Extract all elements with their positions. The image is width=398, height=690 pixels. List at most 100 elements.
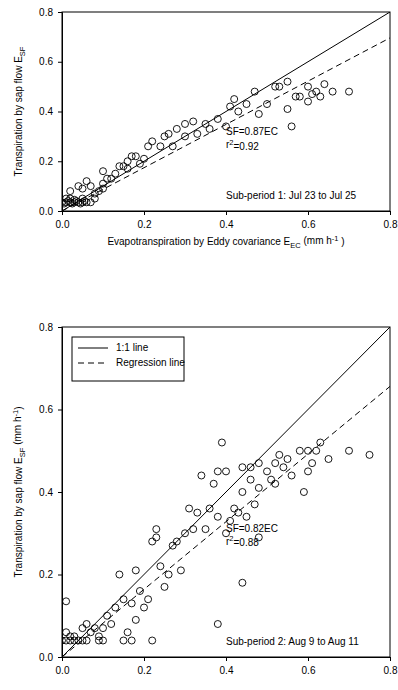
point (153, 534, 160, 541)
point (124, 158, 131, 165)
text-part: EC (290, 241, 301, 250)
x-tick-label: 0.2 (138, 665, 152, 676)
point (325, 456, 332, 463)
y-tick-label: 0.8 (39, 322, 53, 333)
x-tick-label: 0.6 (302, 665, 316, 676)
point (83, 621, 90, 628)
point (206, 125, 213, 132)
y-tick-label: 0.6 (39, 404, 53, 415)
x-tick-label: 0.0 (56, 219, 70, 230)
point (218, 439, 225, 446)
point (132, 567, 139, 574)
y-tick: 0.8 (39, 7, 62, 18)
point (95, 633, 102, 640)
point (214, 513, 221, 520)
point (128, 600, 135, 607)
x-tick-label: 0.4 (220, 665, 234, 676)
text-part: =0.92 (234, 141, 260, 152)
y-tick-mark (58, 492, 62, 493)
marks (62, 12, 390, 211)
point (63, 195, 70, 202)
plot-frame (62, 12, 390, 211)
point (128, 637, 135, 644)
x-tick: 0.0 (56, 657, 70, 676)
text-part: =0.88 (234, 537, 260, 548)
point (305, 447, 312, 454)
point (116, 571, 123, 578)
point (284, 456, 291, 463)
panel: 0.00.20.40.60.80.00.20.40.60.8Transpirat… (11, 322, 398, 676)
point (296, 93, 303, 100)
y-tick: 0.0 (39, 652, 62, 663)
point (313, 88, 320, 95)
text-part: ) (13, 407, 24, 410)
text-part: Transpiration by sap flow E (13, 56, 24, 177)
text-part: Sub-period 1: Jul 23 to Jul 25 (226, 190, 357, 201)
regression-line (62, 38, 390, 211)
y-tick-label: 0.4 (39, 106, 53, 117)
point (255, 460, 262, 467)
annotation: SF=0.82EC (226, 523, 278, 534)
y-tick: 0.6 (39, 56, 62, 67)
point (255, 484, 262, 491)
text-part: SF (18, 46, 27, 56)
point (198, 472, 205, 479)
point (87, 199, 94, 206)
point (63, 637, 70, 644)
x-tick-label: 0.4 (220, 219, 234, 230)
point (87, 183, 94, 190)
point (202, 526, 209, 533)
point (276, 451, 283, 458)
point (272, 83, 279, 90)
x-tick: 0.8 (384, 211, 398, 230)
y-tick-label: 0.6 (39, 56, 53, 67)
x-tick: 0.0 (56, 211, 70, 230)
point (317, 439, 324, 446)
point (161, 133, 168, 140)
y-tick: 0.6 (39, 404, 62, 415)
annotation: Sub-period 1: Jul 23 to Jul 25 (226, 190, 357, 201)
x-tick: 0.2 (138, 657, 152, 676)
point (231, 96, 238, 103)
x-axis-line (63, 212, 391, 216)
text-part: Sub-period 2: Aug 9 to Aug 11 (226, 636, 359, 647)
point (100, 637, 107, 644)
point (157, 143, 164, 150)
text-part: SF=0.82EC (226, 523, 278, 534)
x-tick-mark (226, 211, 227, 215)
point (190, 526, 197, 533)
x-tick-mark (390, 211, 391, 215)
point (300, 489, 307, 496)
text-part: SF=0.87EC (226, 126, 278, 137)
point (79, 637, 86, 644)
point (132, 616, 139, 623)
y-tick-label: 0.0 (39, 206, 53, 217)
y-tick: 0.8 (39, 322, 62, 333)
point (239, 489, 246, 496)
x-tick-label: 0.8 (384, 665, 398, 676)
y-tick-mark (58, 112, 62, 113)
point (141, 604, 148, 611)
point (223, 468, 230, 475)
x-tick-label: 0.0 (56, 665, 70, 676)
point (63, 629, 70, 636)
y-tick-mark (58, 211, 62, 212)
text-part: SF (18, 447, 27, 457)
y-axis: 0.00.20.40.60.8 (39, 322, 62, 663)
point (190, 118, 197, 125)
figure: 0.00.20.40.60.80.00.20.40.60.8Evapotrans… (0, 0, 398, 690)
point (128, 153, 135, 160)
x-tick-mark (226, 657, 227, 661)
point (165, 130, 172, 137)
point (284, 106, 291, 113)
x-axis: 0.00.20.40.60.8 (56, 211, 398, 230)
point (79, 625, 86, 632)
point (186, 505, 193, 512)
legend-swatch (78, 348, 108, 349)
point (112, 604, 119, 611)
x-tick: 0.4 (220, 657, 234, 676)
x-tick-mark (144, 657, 145, 661)
point (104, 175, 111, 182)
marks (62, 327, 390, 657)
y-tick-mark (58, 575, 62, 576)
